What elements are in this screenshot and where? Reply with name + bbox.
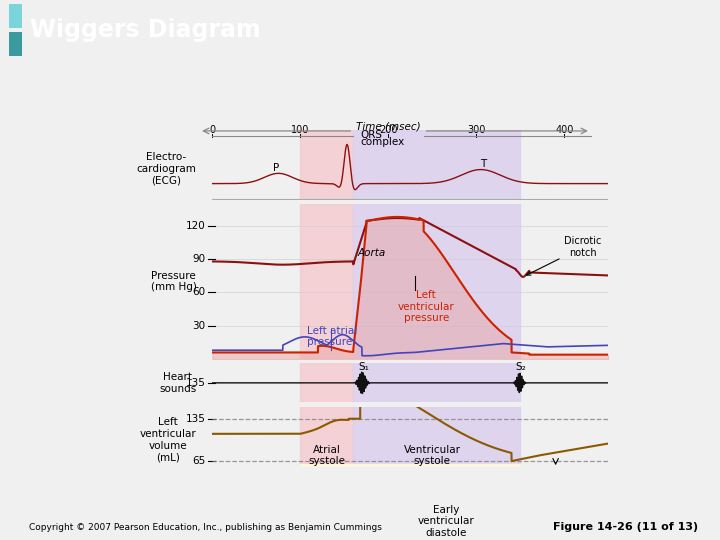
Text: 100: 100 (291, 125, 310, 135)
Bar (300, 130, 354, 200)
Text: complex: complex (360, 137, 405, 147)
Text: Electro-
cardiogram
(ECG): Electro- cardiogram (ECG) (137, 152, 197, 185)
Text: S₁: S₁ (359, 362, 369, 373)
Text: Dicrotic
notch: Dicrotic notch (526, 236, 602, 275)
Text: Wiggers Diagram: Wiggers Diagram (30, 18, 261, 42)
Text: P: P (273, 163, 279, 173)
Text: Left atrial
pressure: Left atrial pressure (307, 326, 358, 347)
Text: 0: 0 (210, 125, 215, 135)
Text: 60: 60 (192, 287, 205, 298)
Bar (9, 4, 22, 28)
Text: Time (msec): Time (msec) (356, 121, 420, 131)
Text: 65: 65 (192, 456, 205, 466)
Bar (354, 130, 521, 200)
Bar (354, 407, 521, 467)
Bar (300, 407, 354, 467)
Text: Pressure
(mm Hg): Pressure (mm Hg) (150, 271, 197, 292)
Text: QRS: QRS (360, 130, 382, 140)
Text: Left
ventricular
volume
(mL): Left ventricular volume (mL) (140, 417, 197, 462)
Text: 400: 400 (555, 125, 574, 135)
Text: Atrial
systole: Atrial systole (308, 445, 346, 467)
Text: Left
ventricular
pressure: Left ventricular pressure (398, 290, 454, 323)
Text: Aorta: Aorta (358, 248, 386, 258)
Bar (9, 32, 22, 56)
Bar (300, 363, 354, 402)
Text: 200: 200 (379, 125, 397, 135)
Text: 120: 120 (186, 221, 205, 231)
Text: 90: 90 (192, 254, 205, 264)
Text: Figure 14-26 (11 of 13): Figure 14-26 (11 of 13) (553, 522, 698, 532)
Bar (300, 204, 354, 359)
Text: Early
ventricular
diastole: Early ventricular diastole (418, 505, 474, 538)
Bar (300, 464, 521, 467)
Text: Copyright © 2007 Pearson Education, Inc., publishing as Benjamin Cummings: Copyright © 2007 Pearson Education, Inc.… (29, 523, 382, 532)
Text: Ventricular
systole: Ventricular systole (404, 445, 461, 467)
Bar (354, 204, 521, 359)
Text: 30: 30 (192, 321, 205, 331)
Bar (354, 363, 521, 402)
Text: 135: 135 (186, 414, 205, 424)
Text: 300: 300 (467, 125, 485, 135)
Text: S₂: S₂ (515, 362, 526, 373)
Text: T: T (480, 159, 487, 168)
Text: 135: 135 (186, 378, 205, 388)
Text: Heart
sounds: Heart sounds (159, 372, 197, 394)
